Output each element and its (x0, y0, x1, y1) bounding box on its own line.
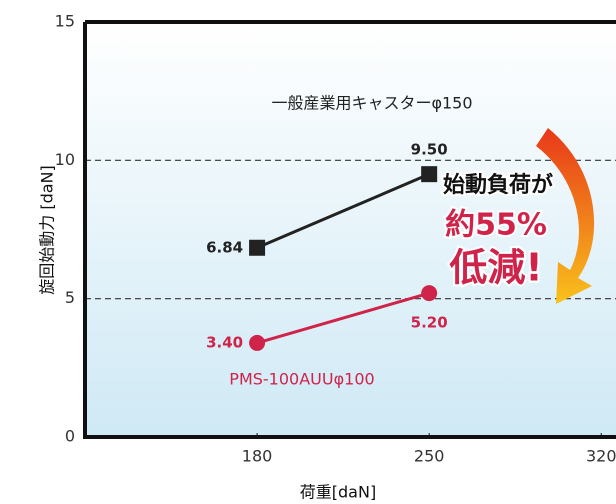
marker (249, 240, 265, 256)
y-tick-label: 5 (65, 288, 75, 307)
marker (421, 166, 437, 182)
x-tick-label: 320 (586, 447, 616, 466)
annotation: 低減! (449, 246, 542, 290)
y-tick-label: 15 (55, 12, 75, 31)
value-label: 9.50 (411, 141, 448, 159)
series-name: 一般産業用キャスターφ150 (271, 94, 472, 113)
value-label: 5.20 (411, 314, 448, 332)
series-name: PMS-100AUUφ100 (229, 370, 374, 389)
x-tick-label: 250 (414, 447, 445, 466)
y-tick-label: 0 (65, 427, 75, 446)
y-axis-label: 旋回始動力 [daN] (38, 165, 57, 295)
marker (249, 335, 265, 351)
annotation: 始動負荷が (443, 172, 553, 198)
value-label: 6.84 (206, 238, 243, 256)
annotation: 約55% (445, 208, 547, 243)
marker (421, 285, 437, 301)
value-label: 3.40 (206, 333, 243, 351)
x-axis-label: 荷重[daN] (300, 483, 376, 502)
chart: 旋回始動力 [daN] 荷重[daN] 0 5 10 15 180 250 320 6.84 9… (0, 0, 616, 504)
x-tick-label: 180 (242, 447, 273, 466)
y-tick-label: 10 (55, 150, 75, 169)
